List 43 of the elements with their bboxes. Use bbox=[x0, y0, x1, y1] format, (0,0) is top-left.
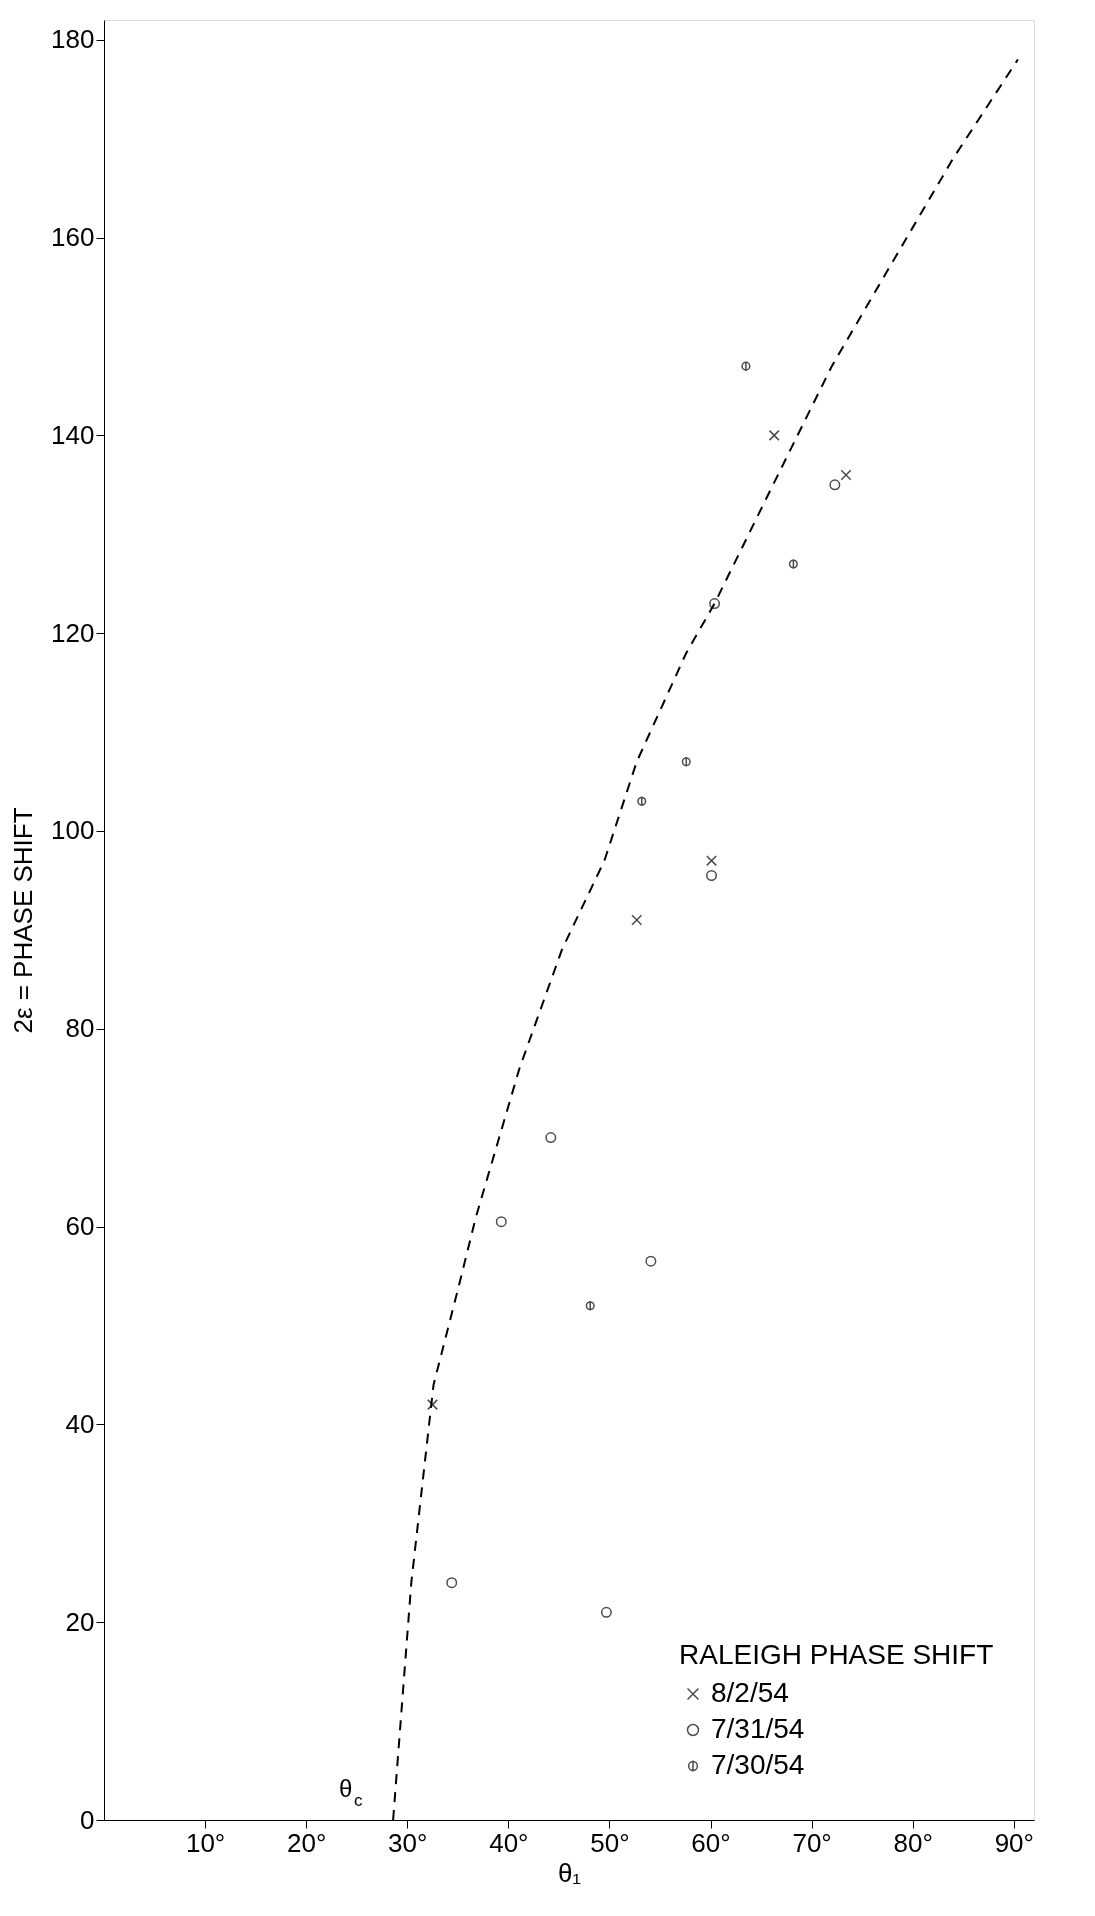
y-tick-label: 160 bbox=[51, 222, 95, 253]
x-tick-label: 30° bbox=[388, 1827, 428, 1858]
x-tick-label: 60° bbox=[691, 1827, 731, 1858]
y-tick-label: 0 bbox=[80, 1804, 95, 1835]
point bbox=[788, 558, 798, 570]
y-tick-label: 120 bbox=[51, 617, 95, 648]
y-tick-label: 20 bbox=[65, 1606, 95, 1637]
y-axis-title: 2ε = PHASE SHIFT bbox=[8, 807, 39, 1034]
x-tick-label: 70° bbox=[792, 1827, 832, 1858]
x-tick-label: 80° bbox=[893, 1827, 933, 1858]
x-tick-label: 40° bbox=[489, 1827, 529, 1858]
point bbox=[741, 360, 751, 372]
point bbox=[545, 1132, 557, 1144]
x-tick-label: 20° bbox=[287, 1827, 327, 1858]
point bbox=[637, 795, 647, 807]
legend-label: 8/2/54 bbox=[711, 1677, 789, 1708]
x-tick-label: 50° bbox=[590, 1827, 630, 1858]
legend-label: 7/31/54 bbox=[711, 1713, 805, 1744]
point bbox=[585, 1300, 595, 1312]
x-axis-title: θ₁ bbox=[557, 1857, 582, 1888]
point bbox=[768, 429, 780, 441]
y-tick-label: 40 bbox=[65, 1408, 95, 1439]
point bbox=[631, 914, 643, 926]
point bbox=[709, 598, 721, 609]
point bbox=[645, 1255, 657, 1267]
point bbox=[840, 469, 852, 481]
point bbox=[681, 756, 691, 768]
point bbox=[706, 855, 718, 867]
point bbox=[600, 1606, 612, 1618]
y-tick-label: 100 bbox=[51, 815, 95, 846]
x-tick-label: 10° bbox=[185, 1827, 226, 1858]
legend-label: 7/30/54 bbox=[711, 1749, 805, 1780]
legend-title: RALEIGH PHASE SHIFT bbox=[679, 1639, 994, 1670]
point bbox=[495, 1216, 507, 1228]
point bbox=[706, 870, 718, 881]
point bbox=[427, 1399, 439, 1411]
y-tick-label: 80 bbox=[65, 1013, 95, 1044]
point bbox=[446, 1577, 458, 1589]
point bbox=[829, 479, 841, 491]
y-tick-label: 60 bbox=[65, 1211, 95, 1242]
y-tick-label: 140 bbox=[51, 419, 95, 450]
y-tick-label: 180 bbox=[51, 24, 95, 55]
x-tick-label: 90° bbox=[994, 1827, 1034, 1858]
